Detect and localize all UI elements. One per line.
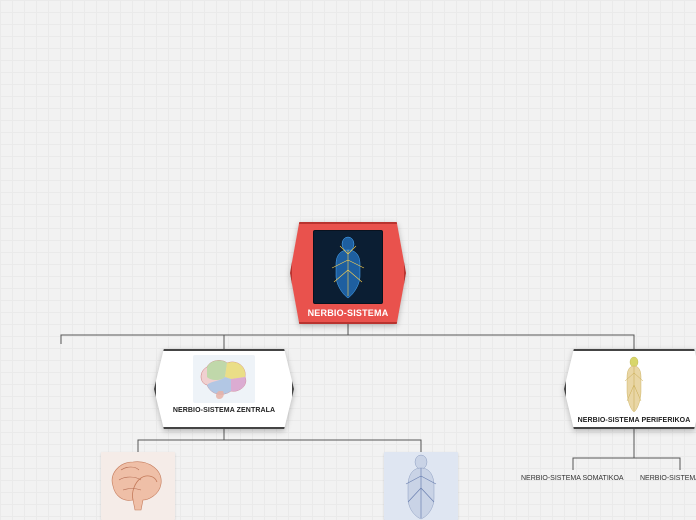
node-zentrala-label: NERBIO-SISTEMA ZENTRALA — [173, 407, 275, 414]
node-periferikoa[interactable]: NERBIO-SISTEMA PERIFERIKOA — [564, 349, 696, 429]
root-node[interactable]: NERBIO-SISTEMA — [290, 222, 406, 324]
mindmap-canvas: NERBIO-SISTEMA NERBIO-SISTEMA ZENTRALA — [0, 0, 696, 520]
leaf-somatikoa-label[interactable]: NERBIO-SISTEMA SOMATIKOA — [521, 475, 624, 482]
node-periferikoa-image — [617, 355, 651, 413]
node-periferikoa-label: NERBIO-SISTEMA PERIFERIKOA — [578, 417, 691, 424]
root-node-image — [313, 230, 383, 304]
node-zentrala[interactable]: NERBIO-SISTEMA ZENTRALA — [154, 349, 294, 429]
leaf-autonomoa-label[interactable]: NERBIO-SISTEMA — [640, 475, 696, 482]
leaf-spinal-body[interactable] — [384, 452, 458, 520]
node-zentrala-image — [193, 355, 255, 403]
leaf-brain-sagittal[interactable] — [101, 452, 175, 520]
root-node-label: NERBIO-SISTEMA — [308, 308, 389, 318]
